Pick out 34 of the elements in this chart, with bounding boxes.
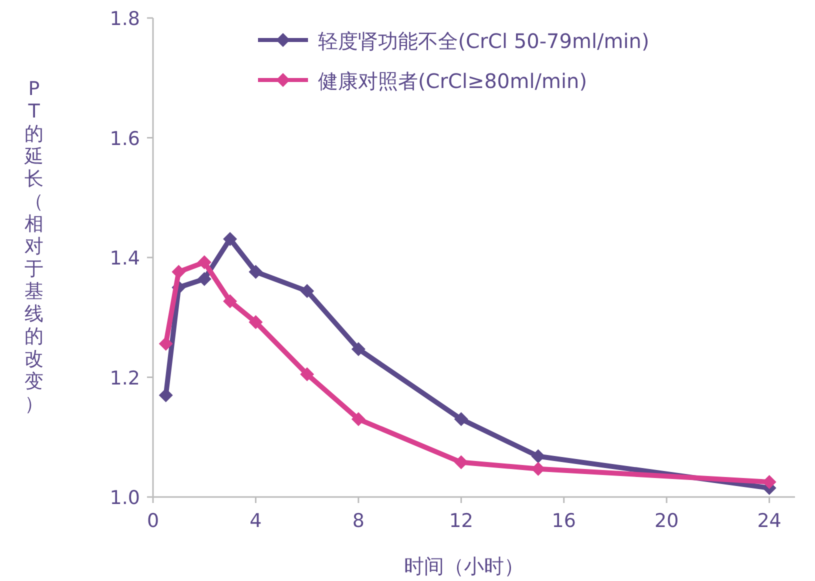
x-tick-label: 8 bbox=[352, 510, 364, 532]
point bbox=[158, 388, 173, 402]
point bbox=[158, 336, 173, 351]
x-axis-title: 时间（小时） bbox=[404, 554, 524, 578]
point bbox=[454, 412, 468, 426]
text: PT的延长（相对于基线的改变） bbox=[24, 78, 44, 415]
point bbox=[300, 367, 314, 382]
y-tick-label: 1.6 bbox=[110, 128, 140, 150]
point bbox=[223, 294, 238, 308]
point bbox=[248, 315, 263, 330]
x-tick-label: 16 bbox=[552, 510, 576, 532]
point bbox=[223, 232, 238, 246]
point bbox=[762, 475, 776, 490]
y-tick-label: 1.4 bbox=[110, 248, 140, 270]
y-tick-label: 1.2 bbox=[110, 367, 140, 390]
point bbox=[300, 284, 314, 298]
point bbox=[197, 272, 212, 286]
x-tick-label: 4 bbox=[250, 510, 262, 532]
point bbox=[531, 462, 546, 476]
point bbox=[172, 264, 186, 279]
y-tick-label: 1.8 bbox=[110, 8, 140, 30]
x-tick-label: 0 bbox=[146, 510, 160, 532]
y-tick-label: 1.0 bbox=[110, 487, 140, 509]
point bbox=[454, 455, 468, 470]
point bbox=[351, 342, 366, 356]
point bbox=[248, 264, 263, 279]
x-tick-label: 24 bbox=[757, 510, 782, 532]
x-tick-label: 20 bbox=[654, 510, 679, 532]
x-tick-label: 12 bbox=[449, 510, 474, 532]
point bbox=[531, 449, 546, 464]
legend-label: 轻度肾功能不全(CrCl 50-79ml/min) bbox=[318, 29, 650, 53]
point bbox=[197, 255, 212, 270]
point bbox=[351, 412, 366, 426]
legend-label: 健康对照者(CrCl≥80ml/min) bbox=[318, 69, 588, 93]
